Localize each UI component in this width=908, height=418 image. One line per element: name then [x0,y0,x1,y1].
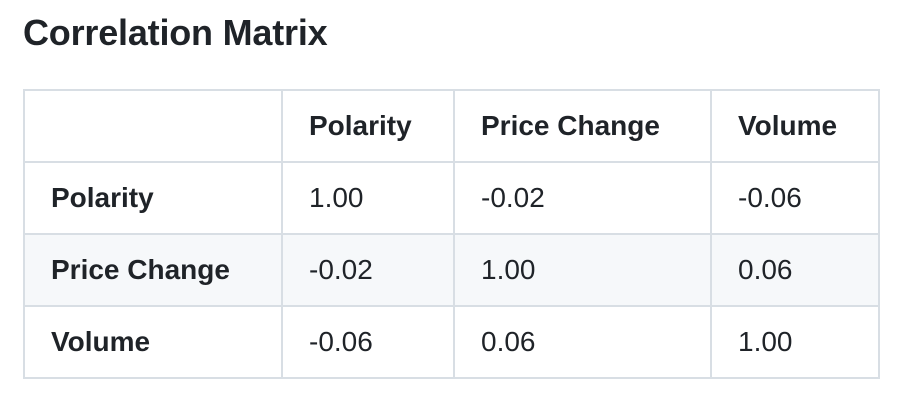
correlation-matrix-table: Polarity Price Change Volume Polarity 1.… [23,89,880,379]
table-row: Polarity 1.00 -0.02 -0.06 [23,161,880,235]
table-body: Polarity 1.00 -0.02 -0.06 Price Change -… [23,161,880,379]
row-header-polarity: Polarity [23,161,283,235]
table-cell: 0.06 [453,305,712,379]
page-title: Correlation Matrix [23,12,328,53]
table-cell: 0.06 [710,233,880,307]
table-cell: 1.00 [710,305,880,379]
table-cell: 1.00 [281,161,455,235]
header-row: Polarity Price Change Volume [23,89,880,163]
row-header-price-change: Price Change [23,233,283,307]
table-row: Volume -0.06 0.06 1.00 [23,305,880,379]
table-cell: -0.06 [281,305,455,379]
corner-cell [23,89,283,163]
table-row: Price Change -0.02 1.00 0.06 [23,233,880,307]
column-header-volume: Volume [710,89,880,163]
table-cell: -0.02 [453,161,712,235]
column-header-polarity: Polarity [281,89,455,163]
table-cell: 1.00 [453,233,712,307]
column-header-price-change: Price Change [453,89,712,163]
table-cell: -0.02 [281,233,455,307]
table-header: Polarity Price Change Volume [23,89,880,163]
row-header-volume: Volume [23,305,283,379]
table-cell: -0.06 [710,161,880,235]
